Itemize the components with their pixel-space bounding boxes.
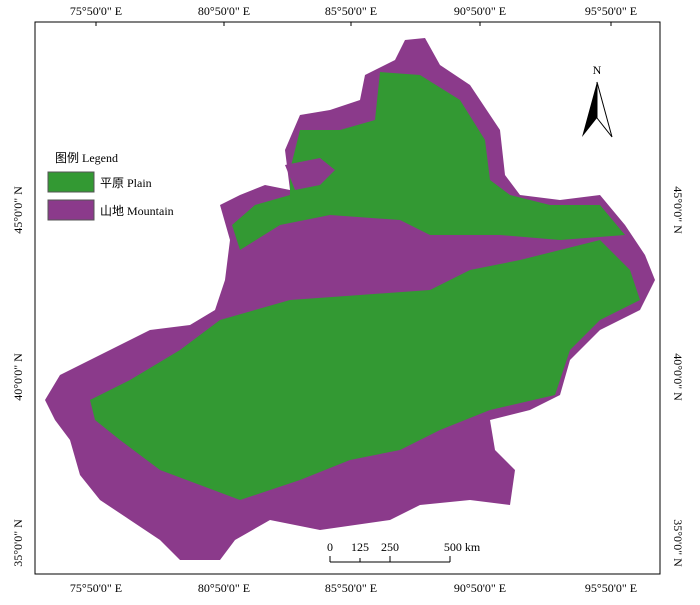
lat-label-left: 35°0'0" N bbox=[11, 519, 25, 567]
legend-title: 图例 Legend bbox=[55, 151, 118, 165]
legend-label: 山地 Mountain bbox=[100, 204, 174, 218]
lon-label-top: 80°50'0" E bbox=[198, 4, 250, 18]
scale-label: 250 bbox=[381, 540, 399, 554]
lon-label-top: 75°50'0" E bbox=[70, 4, 122, 18]
lon-label-bottom: 90°50'0" E bbox=[454, 581, 506, 595]
north-arrow-right bbox=[596, 81, 613, 138]
legend-label: 平原 Plain bbox=[100, 176, 152, 190]
lon-label-bottom: 80°50'0" E bbox=[198, 581, 250, 595]
plain-tarim bbox=[90, 240, 640, 500]
plain-junggar bbox=[232, 72, 625, 250]
lat-label-right: 40°0'0" N bbox=[671, 353, 685, 401]
lon-label-bottom: 95°50'0" E bbox=[585, 581, 637, 595]
mountain-inset bbox=[285, 158, 335, 190]
legend-swatch bbox=[47, 199, 95, 221]
north-arrow-left bbox=[582, 82, 597, 137]
scale-bar: 0 125 250 500 km bbox=[327, 540, 481, 563]
lat-label-left: 45°0'0" N bbox=[11, 186, 25, 234]
legend-swatch bbox=[47, 171, 95, 193]
lon-label-bottom: 85°50'0" E bbox=[325, 581, 377, 595]
lon-label-top: 85°50'0" E bbox=[325, 4, 377, 18]
lon-label-bottom: 75°50'0" E bbox=[70, 581, 122, 595]
lon-label-top: 95°50'0" E bbox=[585, 4, 637, 18]
scale-label: 0 bbox=[327, 540, 333, 554]
scale-label: 500 km bbox=[444, 540, 481, 554]
lon-label-top: 90°50'0" E bbox=[454, 4, 506, 18]
lat-label-right: 35°0'0" N bbox=[671, 519, 685, 567]
lat-label-right: 45°0'0" N bbox=[671, 186, 685, 234]
north-arrow: N bbox=[582, 63, 613, 138]
scale-label: 125 bbox=[351, 540, 369, 554]
lat-label-left: 40°0'0" N bbox=[11, 353, 25, 401]
north-label: N bbox=[593, 63, 602, 77]
